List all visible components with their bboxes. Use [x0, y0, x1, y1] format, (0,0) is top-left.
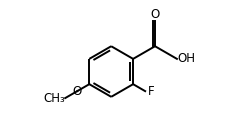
Text: OH: OH — [176, 52, 194, 65]
Text: O: O — [72, 85, 82, 98]
Text: O: O — [150, 8, 159, 21]
Text: CH₃: CH₃ — [43, 92, 65, 105]
Text: F: F — [147, 85, 154, 98]
